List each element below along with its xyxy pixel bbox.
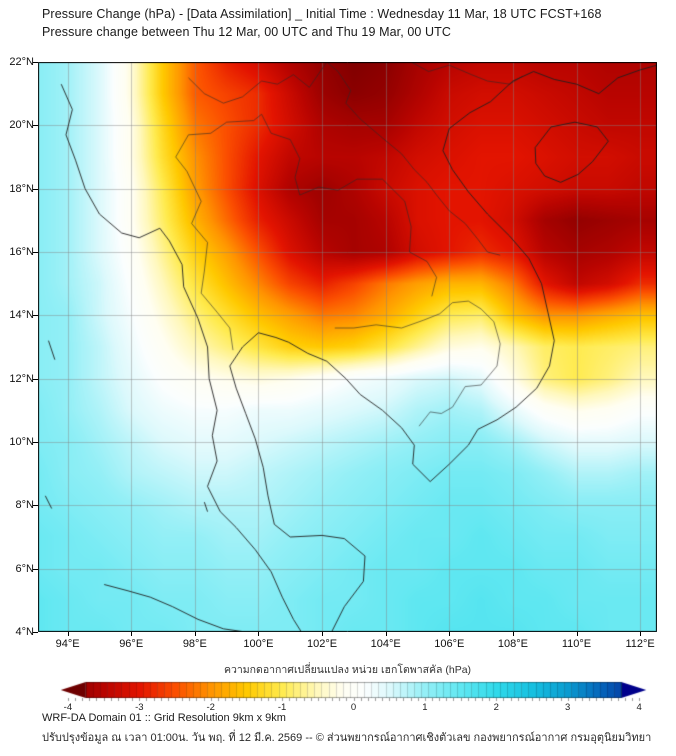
x-axis-label: 98°E [182, 638, 207, 650]
y-axis-label: 16°N [9, 246, 34, 258]
y-axis-label: 14°N [9, 309, 34, 322]
colorbar-tick-label: 1 [422, 702, 428, 713]
x-axis-label: 112°E [625, 638, 655, 650]
x-axis-tick [131, 632, 132, 636]
x-axis-label: 94°E [55, 638, 80, 650]
x-axis-tick [577, 632, 578, 636]
x-axis-tick [68, 632, 69, 636]
x-axis-tick [195, 632, 196, 636]
y-axis-tick [33, 315, 38, 316]
x-axis-tick [258, 632, 259, 636]
colorbar-title: ความกดอากาศเปลี่ยนแปลง หน่วย เฮกโตพาสคัล… [223, 664, 472, 676]
y-axis-label: 4°N [15, 626, 34, 638]
y-axis-label: 20°N [9, 119, 34, 132]
y-axis-tick [33, 569, 38, 570]
y-axis-tick [33, 125, 38, 126]
x-axis-label: 110°E [561, 638, 592, 650]
x-axis-tick [640, 632, 641, 636]
y-axis-label: 22°N [9, 56, 34, 68]
y-axis-tick [33, 505, 38, 506]
colorbar-tick-label: -1 [277, 702, 287, 713]
colorbar-tick-label: 2 [493, 702, 499, 713]
colorbar-tick-label: -3 [135, 702, 144, 713]
x-axis-label: 106°E [434, 638, 465, 650]
x-axis-label: 108°E [497, 638, 528, 650]
y-axis-tick [33, 62, 38, 63]
x-axis-label: 100°E [243, 638, 274, 650]
y-axis-tick [33, 442, 38, 443]
x-axis-tick [322, 632, 323, 636]
y-axis-tick [33, 252, 38, 253]
colorbar-tick-label: 0 [350, 702, 357, 713]
y-axis-tick [33, 379, 38, 380]
y-axis-label: 18°N [9, 182, 34, 195]
footer-domain-info: WRF-DA Domain 01 :: Grid Resolution 9km … [42, 712, 286, 724]
x-axis-label: 102°E [307, 638, 338, 650]
y-axis-label: 12°N [9, 372, 34, 385]
x-axis-tick [449, 632, 450, 636]
colorbar-tick-label: -4 [63, 702, 73, 713]
footer-update-info-thai: ปรับปรุงข้อมูล ณ เวลา 01:00น. วัน พฤ. ที… [42, 732, 652, 744]
y-axis-label: 6°N [15, 562, 34, 575]
colorbar-tick-label: 3 [565, 702, 571, 713]
y-axis-tick [33, 189, 38, 190]
y-axis-label: 8°N [15, 499, 34, 512]
figure-title-line1: Pressure Change (hPa) - [Data Assimilati… [42, 7, 602, 21]
y-axis-tick [33, 632, 38, 633]
x-axis-label: 96°E [119, 638, 144, 650]
x-axis-tick [386, 632, 387, 636]
x-axis-tick [513, 632, 514, 636]
pressure-field-canvas [38, 62, 657, 632]
x-axis-label: 104°E [370, 638, 401, 650]
figure-title-line2: Pressure change between Thu 12 Mar, 00 U… [42, 25, 452, 39]
colorbar-tick-label: 4 [636, 702, 642, 713]
colorbar [0, 680, 676, 704]
y-axis-label: 10°N [9, 436, 34, 448]
colorbar-tick-label: -2 [206, 702, 215, 713]
map-plot-area [38, 62, 657, 632]
